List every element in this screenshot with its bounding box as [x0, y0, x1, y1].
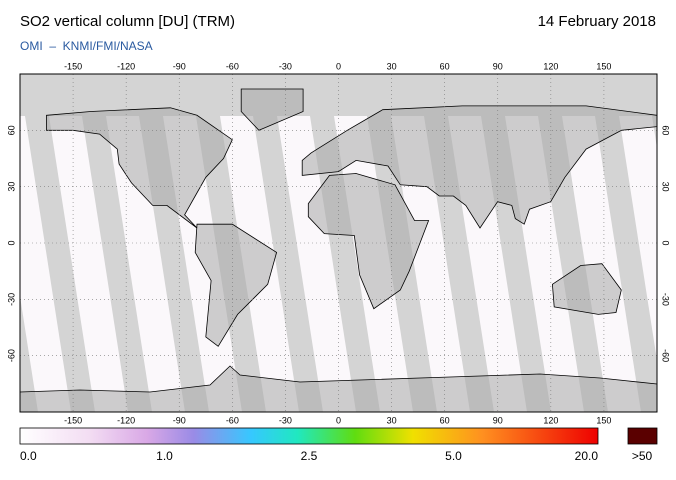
date: 14 February 2018: [538, 13, 656, 30]
lon-label-top: -60: [226, 61, 239, 71]
lon-label-bottom: -30: [279, 415, 292, 425]
lat-label-right: 0: [661, 240, 671, 245]
lat-label-left: 0: [6, 240, 16, 245]
lon-label-top: 150: [596, 61, 611, 71]
colorbar-overflow: [627, 427, 658, 445]
map-frame: [19, 73, 658, 413]
australia: [551, 263, 622, 315]
colorbar-label: 20.0: [575, 449, 599, 463]
lat-label-left: -30: [6, 293, 16, 306]
lon-label-top: 0: [336, 61, 341, 71]
lon-label-bottom: 30: [387, 415, 397, 425]
lat-label-right: 30: [661, 182, 671, 192]
coastlines: [20, 88, 657, 412]
lat-label-left: 30: [6, 182, 16, 192]
lat-label-left: -60: [6, 349, 16, 362]
axis-labels: -150 -150 -120 -120 -90 -90 -60 -60 -30 -30 0 0 30 30…: [6, 61, 670, 425]
eurasia: [301, 105, 657, 229]
colorbar-label: 5.0: [445, 449, 462, 463]
south-america: [194, 223, 278, 347]
africa: [307, 173, 430, 310]
swath-gap: [253, 116, 323, 412]
lon-label-top: -90: [173, 61, 186, 71]
colorbar-label: 1.0: [156, 449, 173, 463]
graticule: [20, 74, 657, 412]
colorbar-label: 0.0: [20, 449, 37, 463]
lon-label-top: 30: [387, 61, 397, 71]
lon-label-top: -120: [117, 61, 135, 71]
lon-label-bottom: 150: [596, 415, 611, 425]
credit: OMI – KNMI/FMI/NASA: [20, 39, 153, 53]
lon-label-bottom: -90: [173, 415, 186, 425]
lat-label-right: -60: [661, 349, 671, 362]
lat-label-right: -30: [661, 293, 671, 306]
lon-label-bottom: 0: [336, 415, 341, 425]
lon-label-bottom: 60: [440, 415, 450, 425]
title: SO2 vertical column [DU] (TRM): [20, 13, 235, 30]
map: [20, 74, 657, 412]
lon-label-top: -150: [64, 61, 82, 71]
lon-label-bottom: -150: [64, 415, 82, 425]
swath-gap: [20, 296, 38, 412]
swath-gap: [25, 116, 95, 412]
greenland: [240, 88, 304, 131]
lon-label-bottom: 120: [543, 415, 558, 425]
lat-label-left: 60: [6, 125, 16, 135]
lon-label-top: 90: [493, 61, 503, 71]
swath-gap: [595, 116, 657, 412]
swath-gap: [82, 116, 152, 412]
colorbar-labels: 0.0 1.0 2.5 5.0 20.0: [20, 449, 598, 463]
antarctica: [20, 365, 657, 412]
lon-label-bottom: -60: [226, 415, 239, 425]
lat-label-right: 60: [661, 125, 671, 135]
colorbar-overflow-label: >50: [632, 449, 653, 463]
lon-label-bottom: -120: [117, 415, 135, 425]
colorbar-label: 2.5: [301, 449, 318, 463]
lon-label-top: -30: [279, 61, 292, 71]
lon-label-bottom: 90: [493, 415, 503, 425]
lon-label-top: 60: [440, 61, 450, 71]
lon-label-top: 120: [543, 61, 558, 71]
colorbar: [19, 427, 599, 445]
